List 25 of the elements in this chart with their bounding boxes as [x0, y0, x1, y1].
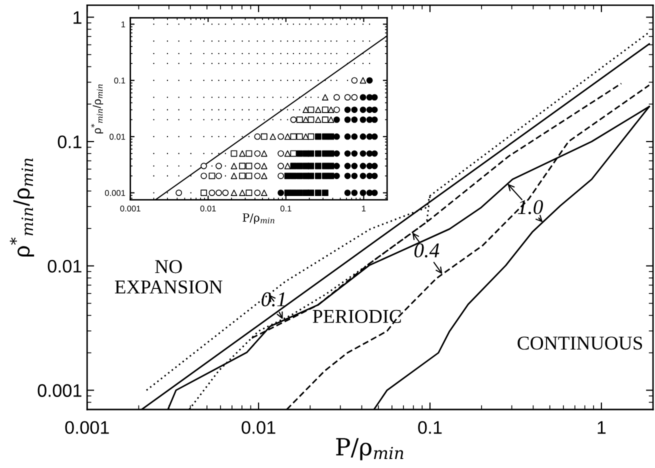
y-tick-label: 1	[74, 11, 82, 24]
y-axis-title: ρ$^{*}$$_{min}$/ρ$_{min}$	[91, 84, 104, 134]
y-tick-label: 0.01	[110, 134, 126, 140]
x-tick-label: 0.01	[242, 421, 276, 434]
y-tick-label: 0.001	[104, 190, 126, 196]
y-tick-label: 0.01	[48, 260, 82, 273]
y-tick-label: 1	[121, 21, 126, 28]
x-axis-title: P/ρ$_{min}$	[336, 438, 404, 460]
x-tick-label: 0.1	[280, 206, 292, 212]
x-tick-label: 0.01	[200, 206, 216, 212]
x-tick-label: 1	[362, 206, 366, 212]
x-axis-title: P/ρ$_{min}$	[242, 213, 274, 224]
annotation: NO EXPANSION	[114, 260, 222, 294]
annotation: 0.4	[414, 243, 440, 258]
y-tick-label: 0.001	[38, 384, 82, 397]
y-tick-label: 0.1	[114, 78, 126, 84]
annotation: CONTINUOUS	[518, 336, 642, 350]
y-axis-title: ρ$^{*}$$_{min}$/ρ$_{min}$	[10, 158, 34, 256]
x-tick-label: 0.1	[418, 421, 442, 434]
x-tick-label: 0.001	[120, 206, 140, 212]
x-tick-label: 0.001	[65, 421, 109, 434]
y-tick-label: 0.1	[58, 135, 82, 148]
annotation: 1.0	[518, 200, 543, 214]
annotation: PERIODIC	[312, 310, 401, 323]
x-tick-label: 1	[598, 421, 606, 434]
